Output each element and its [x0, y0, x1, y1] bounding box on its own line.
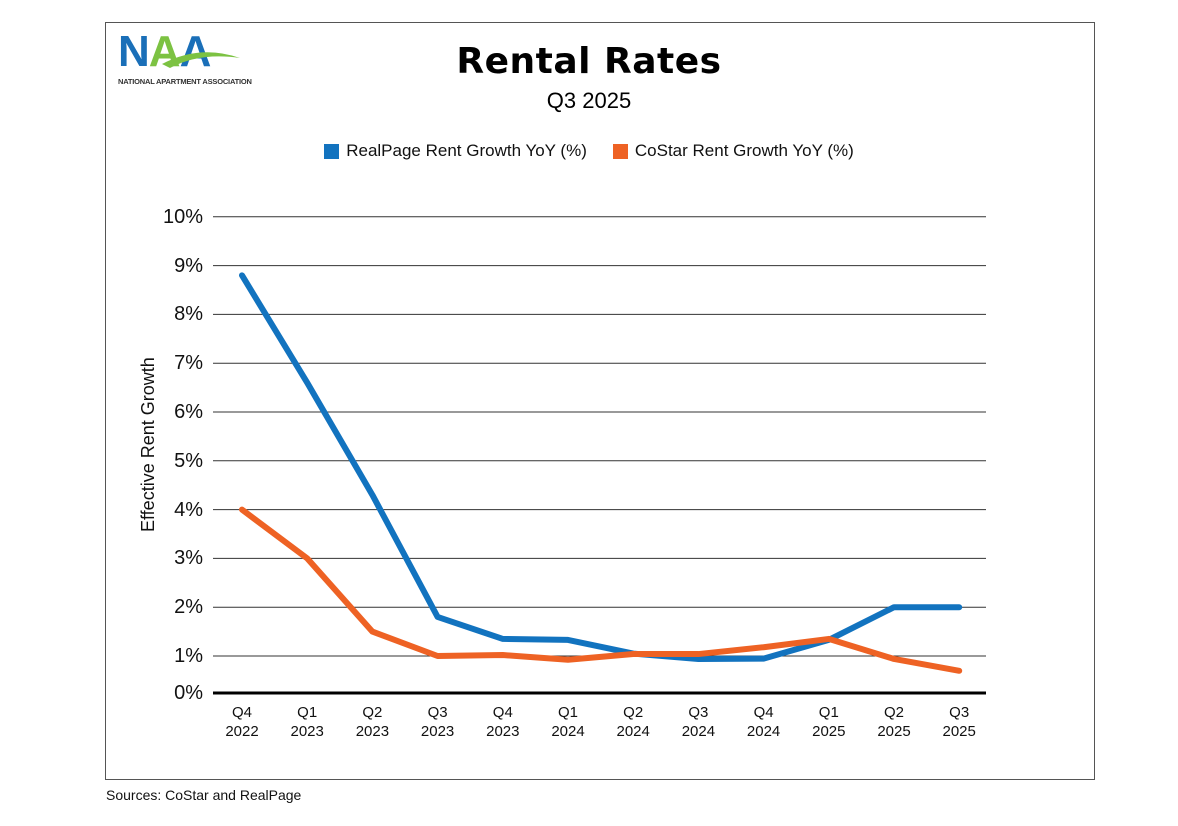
x-tick-year: 2024 [616, 723, 650, 740]
x-tick-quarter: Q3 [688, 704, 709, 721]
chart-title: Rental Rates [456, 41, 722, 82]
legend-swatch-costar [612, 143, 628, 159]
sources-note: Sources: CoStar and RealPage [106, 787, 302, 803]
legend-label-costar: CoStar Rent Growth YoY (%) [634, 141, 854, 160]
chart-subtitle: Q3 2025 [546, 88, 632, 113]
x-tick-label: Q4 2022 [214, 703, 270, 741]
x-tick-year: 2023 [290, 723, 324, 740]
chart-frame [105, 22, 1095, 780]
x-tick-label: Q3 2025 [931, 703, 987, 741]
x-tick-year: 2025 [812, 723, 846, 740]
x-tick-year: 2022 [225, 723, 259, 740]
x-tick-label: Q1 2025 [801, 703, 857, 741]
y-axis-label: Effective Rent Growth [138, 357, 158, 533]
y-tick-label: 10% [162, 205, 203, 228]
x-tick-quarter: Q2 [362, 704, 383, 721]
x-tick-quarter: Q2 [883, 704, 904, 721]
x-tick-label: Q1 2023 [279, 703, 335, 741]
x-tick-label: Q2 2023 [344, 703, 400, 741]
x-tick-quarter: Q4 [492, 704, 513, 721]
x-tick-quarter: Q1 [297, 704, 318, 721]
logo-letter: N [118, 27, 150, 76]
y-tick-label: 7% [174, 352, 203, 375]
x-tick-year: 2024 [746, 723, 781, 740]
x-tick-quarter: Q3 [949, 704, 970, 721]
legend-swatch-realpage [324, 143, 340, 159]
x-tick-year: 2023 [355, 723, 390, 740]
y-tick-label: 6% [174, 401, 203, 423]
x-tick-label: Q4 2023 [475, 703, 531, 741]
legend-item-realpage: RealPage Rent Growth YoY (%) [324, 140, 587, 162]
y-tick-label: 0% [174, 682, 203, 704]
legend: RealPage Rent Growth YoY (%) CoStar Rent… [0, 140, 1178, 162]
x-tick-label: Q1 2024 [540, 703, 596, 741]
x-tick-year: 2023 [486, 723, 520, 740]
logo-letter: A [148, 27, 181, 76]
y-tick-label: 4% [174, 498, 203, 521]
naa-logo: NAA NATIONAL APARTMENT ASSOCIATION [118, 27, 252, 90]
y-tick-label: 5% [174, 449, 203, 472]
x-tick-year: 2024 [681, 723, 716, 740]
y-tick-label: 1% [174, 645, 203, 667]
x-tick-label: Q2 2025 [866, 703, 922, 741]
x-tick-year: 2023 [420, 723, 455, 740]
logo-letter: A [179, 27, 212, 76]
x-tick-quarter: Q2 [623, 704, 644, 721]
x-tick-quarter: Q1 [818, 704, 839, 721]
x-tick-year: 2025 [877, 723, 911, 740]
y-tick-label: 2% [174, 596, 203, 619]
x-tick-label: Q3 2023 [410, 703, 466, 741]
x-tick-quarter: Q4 [231, 704, 252, 721]
x-tick-label: Q2 2024 [605, 703, 661, 741]
y-tick-label: 8% [174, 303, 203, 326]
logo-tagline: NATIONAL APARTMENT ASSOCIATION [118, 77, 252, 86]
legend-label-realpage: RealPage Rent Growth YoY (%) [346, 141, 587, 160]
x-tick-year: 2024 [551, 723, 585, 740]
y-tick-label: 9% [174, 254, 203, 277]
x-tick-label: Q4 2024 [736, 703, 792, 741]
y-tick-label: 3% [174, 547, 203, 570]
x-tick-quarter: Q4 [753, 704, 774, 721]
logo-letters: NAA [118, 27, 212, 76]
legend-item-costar: CoStar Rent Growth YoY (%) [612, 140, 854, 162]
x-tick-label: Q3 2024 [670, 703, 726, 741]
x-tick-quarter: Q1 [557, 704, 578, 721]
x-tick-year: 2025 [942, 723, 976, 740]
x-tick-quarter: Q3 [427, 704, 448, 721]
logo-swoosh-icon [162, 52, 240, 68]
